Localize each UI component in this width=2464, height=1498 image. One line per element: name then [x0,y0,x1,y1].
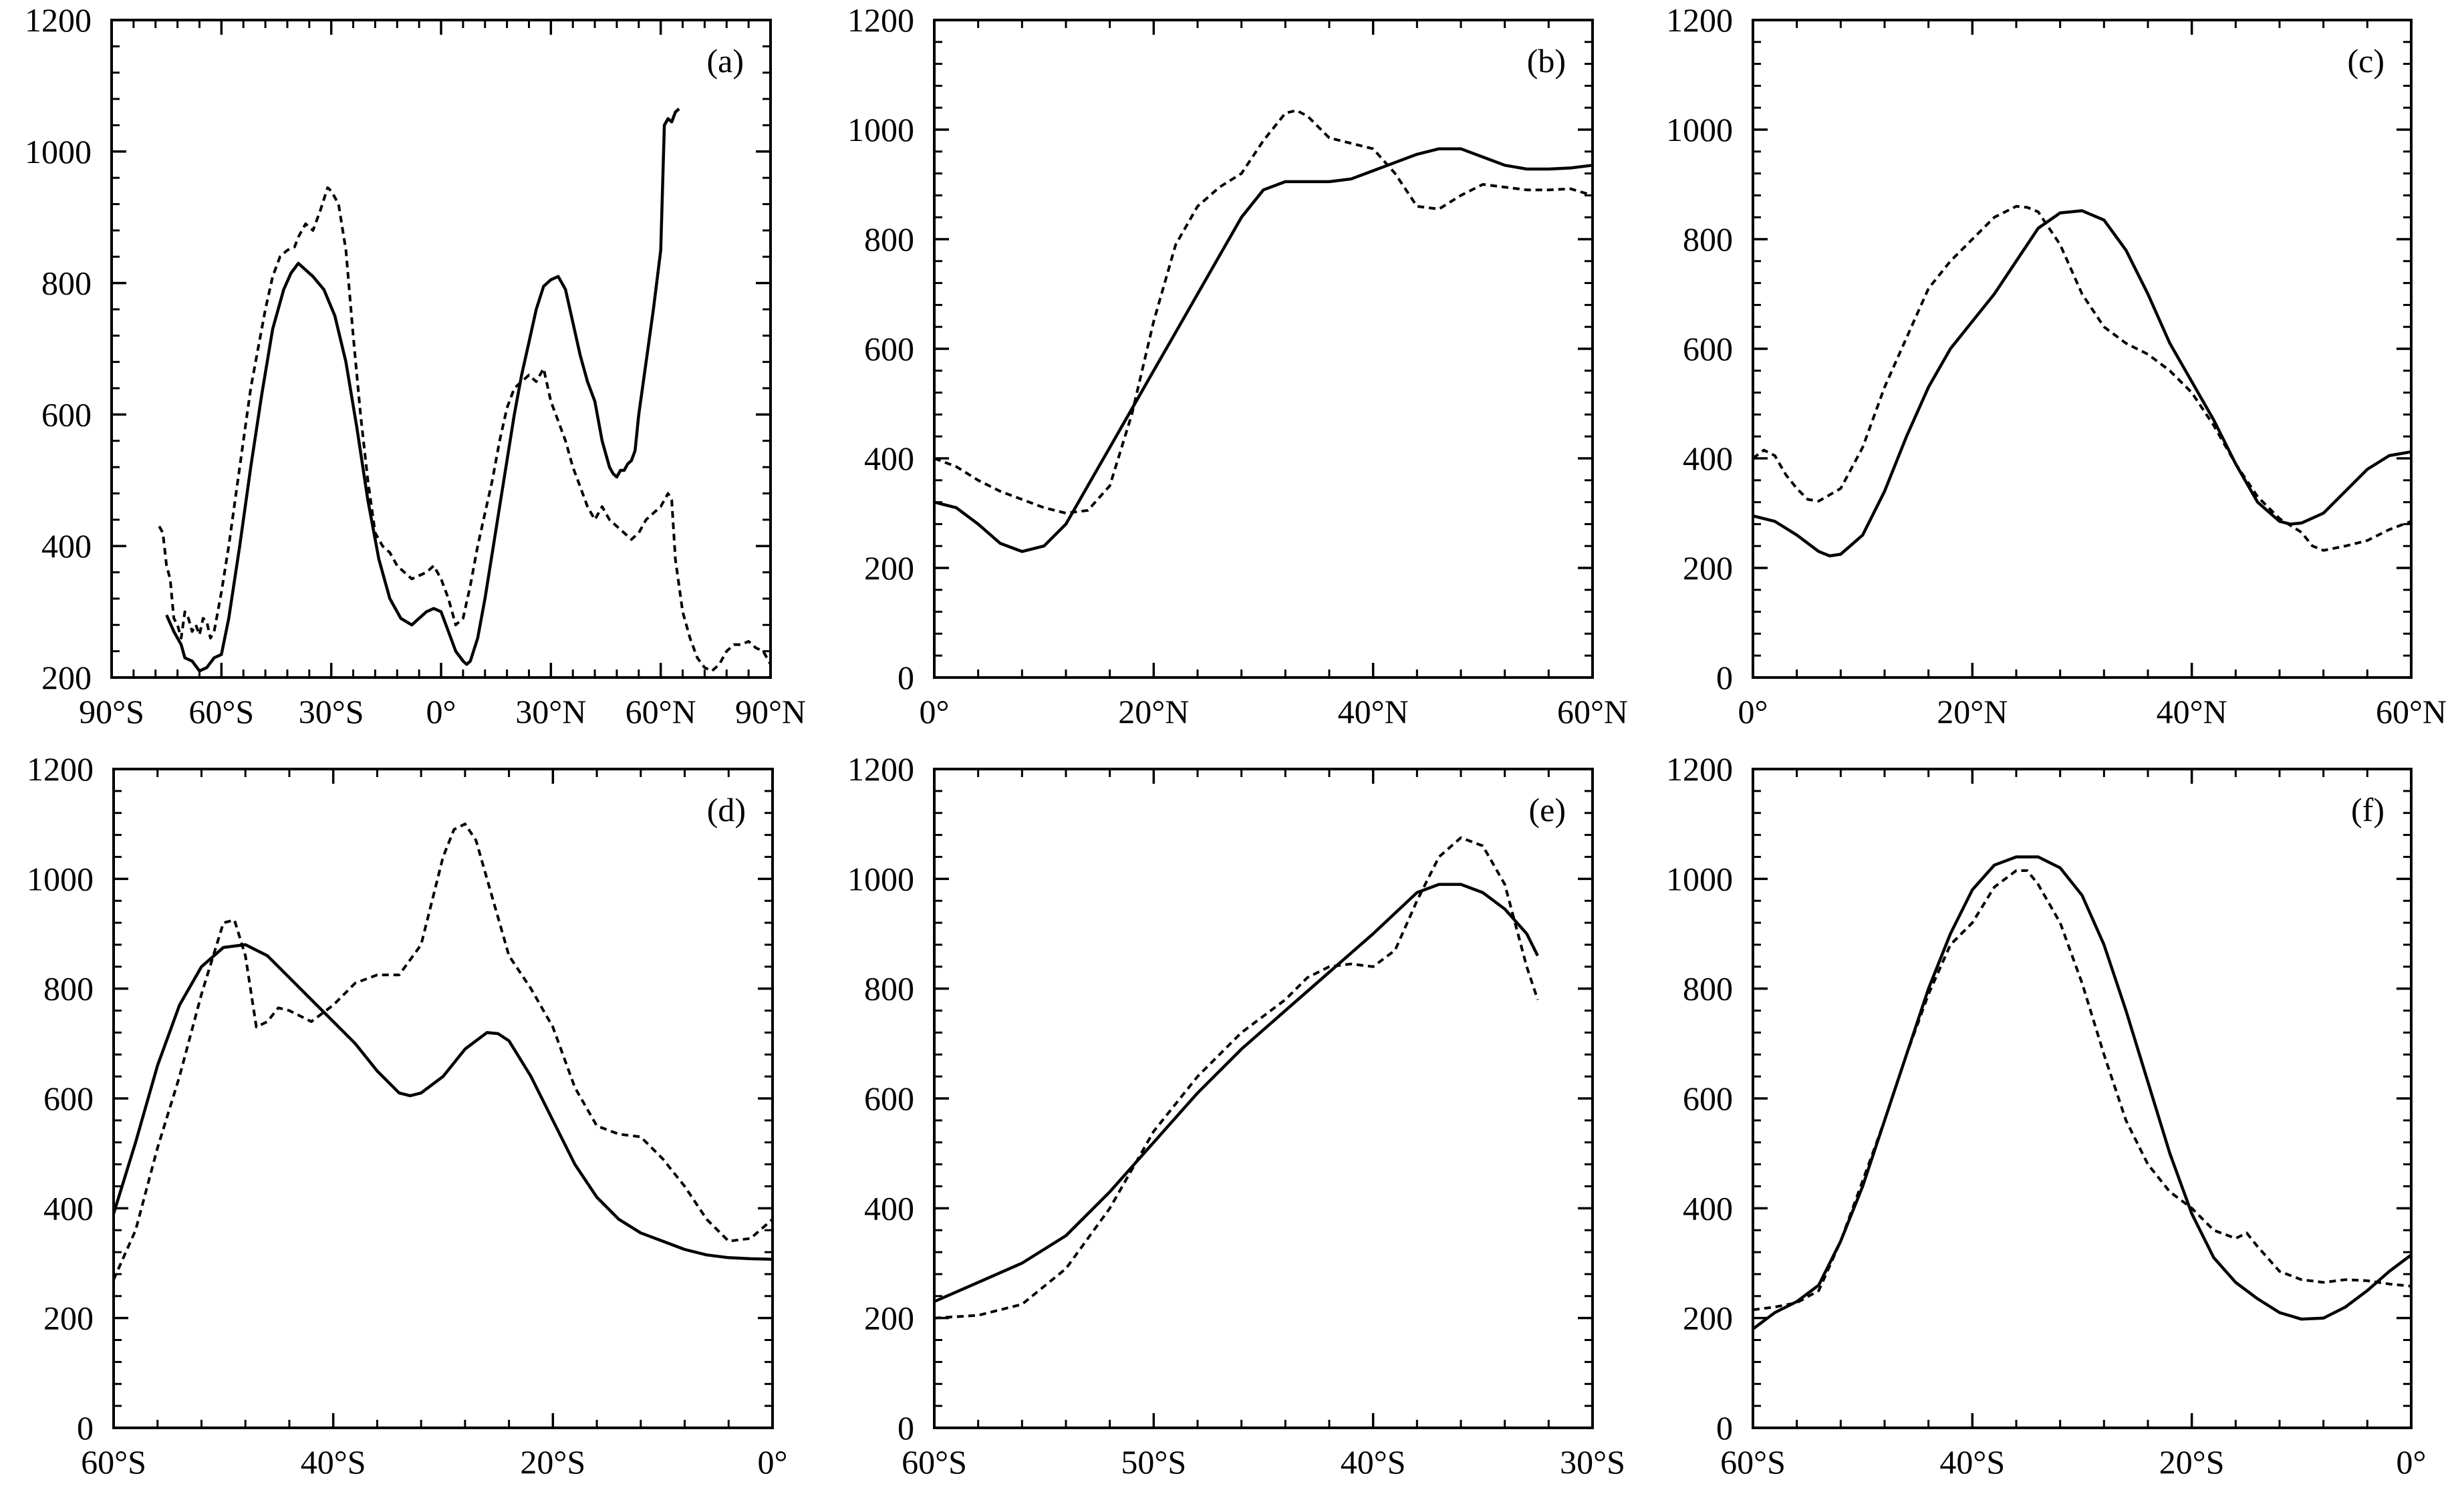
y-tick-label: 400 [1683,1189,1733,1227]
y-tick-label: 600 [43,1080,94,1117]
y-tick-label: 0 [898,659,914,696]
x-tick-label: 0° [920,693,950,730]
y-tick-label: 1000 [847,111,914,148]
x-tick-label: 20°S [520,1443,585,1481]
y-tick-label: 0 [898,1409,914,1447]
y-tick-label: 1200 [1666,1,1733,39]
panel-c: 0 200 400 600 800 1000 1200 0° 20°N 40°N 60°N (c) [1666,1,2447,730]
series-line-solid [165,108,680,673]
x-tick-label: 20°N [1937,693,2008,730]
plot-frame [1752,768,2413,1429]
y-tick-label: 800 [1683,970,1733,1008]
plot-frame [112,768,774,1429]
y-tick-label: 0 [77,1409,94,1447]
y-tick-label: 600 [864,1080,914,1117]
panel-a: 200 400 600 800 1000 1200 90°S 60°S 30°S 0° 30°N 60… [25,1,806,730]
y-tick-label: 800 [41,265,92,302]
x-tick-label: 60°S [188,693,254,730]
y-tick-label: 1000 [1666,860,1733,897]
panel-d: 0 200 400 600 800 1000 1200 60°S 40°S 20°S 0° (d) [27,750,788,1481]
y-tick-label: 200 [41,659,92,696]
x-tick-label: 0° [1738,693,1768,730]
x-tick-label: 30°N [515,693,586,730]
y-tick-label: 1200 [25,1,92,39]
panel-e: 0 200 400 600 800 1000 1200 60°S 50°S 40°S 30°S (e) [847,750,1625,1481]
x-tick-label: 20°N [1118,693,1189,730]
y-tick-label: 1000 [1666,111,1733,148]
x-tick-label: 40°S [1341,1443,1406,1481]
y-tick-label: 800 [1683,220,1733,258]
y-tick-label: 0 [1716,1409,1733,1447]
y-tick-label: 1000 [847,860,914,897]
series-line-dashed [934,836,1539,1320]
y-tick-label: 200 [43,1300,94,1337]
x-tick-label: 60°S [81,1443,146,1481]
panel-label: (e) [1529,791,1566,829]
x-tick-label: 40°N [2157,693,2227,730]
panel-label: (b) [1527,42,1566,80]
panel-label: (c) [2348,42,2385,80]
y-tick-label: 1200 [1666,750,1733,788]
series-line-dashed [158,186,772,673]
x-tick-label: 60°N [626,693,696,730]
x-tick-label: 40°S [1939,1443,2005,1481]
series-line-dashed [1752,869,2412,1312]
y-tick-label: 400 [1683,440,1733,477]
series-line-solid [934,883,1539,1304]
x-tick-label: 30°S [1560,1443,1625,1481]
x-tick-label: 40°N [1338,693,1409,730]
y-tick-label: 1000 [27,860,94,897]
y-tick-label: 600 [1683,1080,1733,1117]
y-tick-label: 600 [41,396,92,433]
y-tick-label: 1200 [27,750,94,788]
y-tick-label: 1200 [847,1,914,39]
plot-frame [933,768,1594,1429]
plot-frame [1752,19,2413,679]
x-tick-label: 60°N [1557,693,1628,730]
y-tick-label: 800 [864,970,914,1008]
y-tick-label: 400 [41,527,92,565]
x-tick-label: 60°S [902,1443,967,1481]
x-tick-label: 0° [426,693,456,730]
y-tick-label: 200 [1683,549,1733,587]
panel-label: (f) [2351,791,2384,829]
x-tick-label: 0° [2397,1443,2427,1481]
series-line-solid [112,943,773,1261]
y-tick-label: 1000 [25,133,92,170]
x-tick-label: 90°S [79,693,144,730]
series-line-solid [1752,855,2413,1330]
panel-label: (a) [707,42,744,80]
y-tick-label: 600 [1683,330,1733,367]
x-tick-label: 20°S [2159,1443,2225,1481]
x-tick-label: 90°N [735,693,806,730]
y-tick-label: 200 [864,1300,914,1337]
panel-label: (d) [707,791,746,829]
y-tick-label: 1200 [847,750,914,788]
y-tick-label: 200 [1683,1300,1733,1337]
series-line-dashed [112,822,774,1281]
y-tick-label: 600 [864,330,914,367]
y-tick-label: 400 [864,1189,914,1227]
x-tick-label: 40°S [301,1443,366,1481]
x-tick-label: 30°S [299,693,364,730]
series-line-dashed [1752,204,2412,552]
x-tick-label: 60°N [2376,693,2447,730]
y-tick-label: 800 [864,220,914,258]
y-tick-label: 0 [1716,659,1733,696]
y-tick-label: 400 [43,1189,94,1227]
plot-frame [933,19,1594,679]
y-tick-label: 200 [864,549,914,587]
panel-b: 0 200 400 600 800 1000 1200 0° 20°N 40°N 60°N (b) [847,1,1628,730]
panel-f: 0 200 400 600 800 1000 1200 60°S 40°S 20°S 0° (f) [1666,750,2427,1481]
series-line-solid [934,147,1593,553]
series-line-dashed [934,109,1593,514]
y-tick-label: 400 [864,440,914,477]
x-tick-label: 60°S [1720,1443,1786,1481]
x-tick-label: 0° [758,1443,788,1481]
series-line-solid [1752,209,2412,558]
x-tick-label: 50°S [1121,1443,1186,1481]
y-tick-label: 800 [43,970,94,1008]
